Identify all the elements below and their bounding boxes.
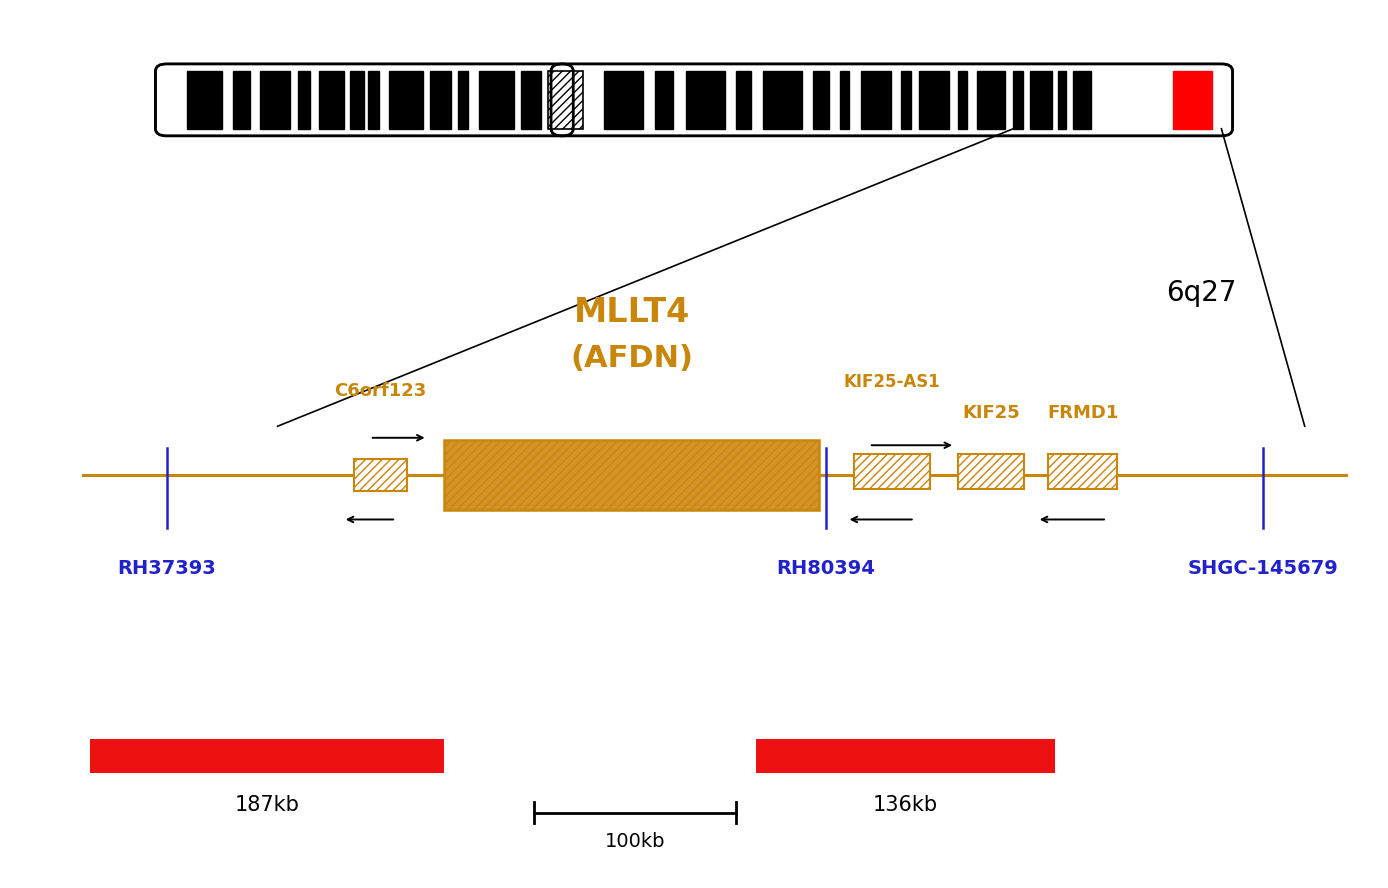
Bar — [1058, 71, 1066, 129]
Bar — [319, 71, 344, 129]
Bar — [298, 71, 310, 129]
Bar — [414, 71, 423, 129]
Text: RH37393: RH37393 — [117, 559, 217, 578]
Text: 187kb: 187kb — [235, 795, 300, 815]
Bar — [919, 71, 949, 129]
Bar — [958, 455, 1024, 489]
Bar — [854, 455, 930, 489]
Bar — [840, 71, 849, 129]
Bar — [233, 71, 250, 129]
Bar — [901, 71, 911, 129]
Bar — [686, 71, 725, 129]
Bar — [548, 71, 583, 129]
Bar — [763, 71, 802, 129]
Bar — [1013, 71, 1023, 129]
Text: (AFDN): (AFDN) — [570, 344, 693, 373]
Bar — [958, 71, 967, 129]
Bar — [1173, 71, 1212, 129]
Text: FRMD1: FRMD1 — [1047, 404, 1119, 422]
Bar — [861, 71, 891, 129]
Text: KIF25: KIF25 — [962, 404, 1020, 422]
Bar — [389, 71, 414, 129]
Bar — [90, 739, 444, 773]
Bar — [520, 71, 541, 129]
Bar — [430, 71, 451, 129]
Bar — [1030, 71, 1052, 129]
Bar — [655, 71, 673, 129]
Bar — [736, 71, 751, 129]
Bar — [444, 440, 819, 510]
Text: C6orf123: C6orf123 — [335, 382, 426, 400]
Bar — [604, 71, 643, 129]
Bar — [260, 71, 290, 129]
Text: 6q27: 6q27 — [1166, 279, 1237, 307]
Text: RH80394: RH80394 — [776, 559, 876, 578]
Bar — [187, 71, 222, 129]
Bar — [1073, 71, 1091, 129]
Bar — [458, 71, 468, 129]
Text: 136kb: 136kb — [873, 795, 938, 815]
Text: KIF25-AS1: KIF25-AS1 — [844, 373, 940, 391]
Bar — [756, 739, 1055, 773]
Bar — [350, 71, 364, 129]
Bar — [1048, 455, 1117, 489]
Bar — [354, 459, 407, 491]
FancyBboxPatch shape — [551, 64, 1233, 136]
Bar — [368, 71, 379, 129]
FancyBboxPatch shape — [155, 64, 573, 136]
Text: MLLT4: MLLT4 — [573, 296, 690, 329]
Text: SHGC-145679: SHGC-145679 — [1188, 559, 1338, 578]
Text: 100kb: 100kb — [605, 832, 665, 851]
Bar — [813, 71, 829, 129]
Bar — [977, 71, 1005, 129]
Bar — [479, 71, 514, 129]
